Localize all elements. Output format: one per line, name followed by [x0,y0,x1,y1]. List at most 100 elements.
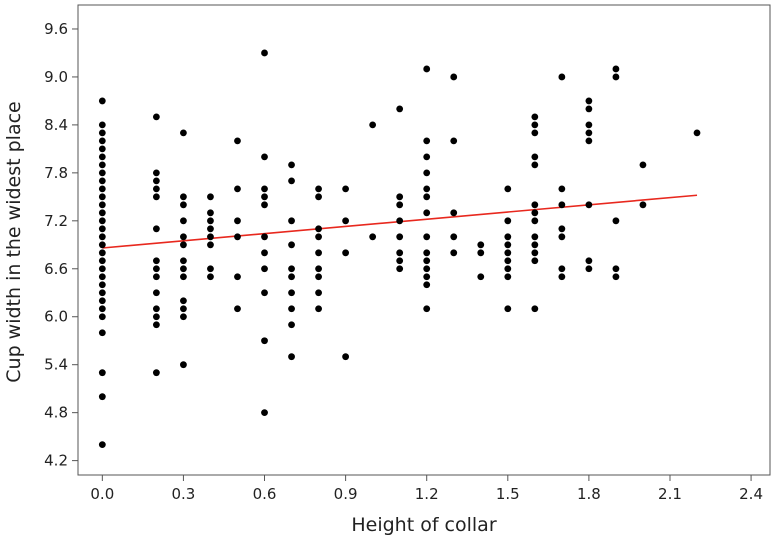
data-point [531,217,539,225]
y-tick-label: 7.8 [44,164,68,182]
data-point [315,305,322,313]
x-tick-label: 0.0 [90,485,114,503]
data-point [423,281,431,289]
data-point [261,265,268,273]
data-point [207,233,214,241]
data-point [98,329,106,337]
data-point [504,185,512,193]
data-point [504,265,512,273]
data-point [98,265,106,273]
x-axis-ticks: 0.0 0.3 0.6 0.9 1.2 1.5 1.8 2.1 2.4 [90,475,763,503]
data-point [315,185,322,193]
x-tick-label: 2.1 [658,485,682,503]
data-point [531,209,539,217]
data-point [261,201,268,209]
x-tick-label: 1.2 [415,485,439,503]
data-point [423,169,431,177]
data-point [531,257,539,265]
data-point [531,113,539,121]
data-point [152,177,160,185]
y-tick-label: 9.6 [44,20,68,38]
data-point [288,353,295,361]
data-point [396,265,404,273]
data-point [315,289,322,297]
data-point [639,161,647,169]
data-point [288,321,295,329]
data-point [423,265,431,273]
data-point [369,121,377,129]
data-points [98,49,701,449]
data-point [558,201,566,209]
data-point [585,97,593,105]
data-point [152,321,160,329]
data-point [504,249,512,257]
data-point [531,233,539,241]
data-point [234,305,241,313]
data-point [180,265,187,273]
data-point [423,233,431,241]
data-point [152,369,160,377]
data-point [98,153,106,161]
data-point [396,193,404,201]
data-point [423,185,431,193]
data-point [450,209,458,217]
data-point [315,265,322,273]
data-point [98,233,106,241]
data-point [639,201,647,209]
data-point [98,305,106,313]
data-point [396,201,404,209]
data-point [234,185,241,193]
data-point [423,153,431,161]
data-point [504,217,512,225]
data-point [504,241,512,249]
x-axis-title: Height of collar [351,514,496,536]
data-point [152,193,160,201]
data-point [180,193,187,201]
data-point [288,305,295,313]
data-point [98,257,106,265]
data-point [180,273,187,281]
data-point [558,265,566,273]
data-point [98,273,106,281]
data-point [98,193,106,201]
data-point [477,273,485,281]
data-point [261,289,268,297]
data-point [396,217,404,225]
data-point [423,209,431,217]
data-point [152,313,160,321]
data-point [531,305,539,313]
data-point [152,289,160,297]
data-point [207,225,214,233]
data-point [585,257,593,265]
data-point [98,441,106,449]
data-point [98,249,106,257]
data-point [558,73,566,81]
data-point [180,129,187,137]
x-tick-label: 1.5 [496,485,520,503]
data-point [261,193,268,201]
y-tick-label: 6.0 [44,308,68,326]
data-point [504,257,512,265]
data-point [180,305,187,313]
data-point [423,273,431,281]
y-tick-label: 9.0 [44,68,68,86]
data-point [612,73,620,81]
data-point [98,369,106,377]
data-point [315,193,322,201]
x-tick-label: 0.6 [253,485,277,503]
data-point [98,313,106,321]
data-point [152,265,160,273]
data-point [558,185,566,193]
y-tick-label: 4.2 [44,452,68,470]
data-point [152,225,160,233]
data-point [288,161,295,169]
data-point [531,121,539,129]
data-point [315,249,322,257]
data-point [585,137,593,145]
y-axis-ticks: 4.2 4.8 5.4 6.0 6.6 7.2 7.8 8.4 9.0 9.6 [44,20,78,470]
data-point [558,273,566,281]
data-point [315,233,322,241]
data-point [288,241,295,249]
data-point [152,185,160,193]
